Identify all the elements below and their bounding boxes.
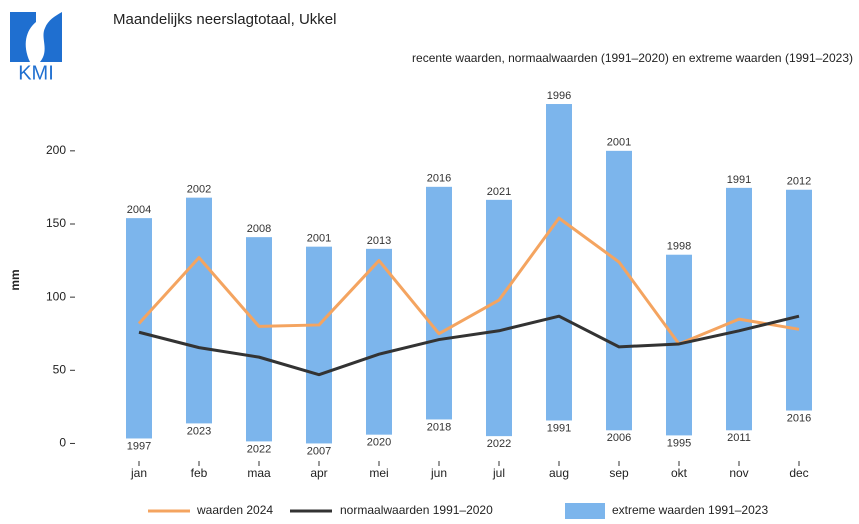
line-series	[138, 314, 800, 377]
x-tick-label: okt	[671, 466, 688, 480]
max-year-label: 2008	[247, 223, 271, 235]
y-tick-label: 150	[46, 216, 66, 230]
y-tick-label: 0	[59, 436, 66, 450]
range-bar	[786, 189, 812, 411]
x-tick-label: sep	[609, 466, 629, 480]
x-tick-label: jul	[492, 466, 505, 480]
legend-swatch	[565, 503, 605, 519]
max-year-label: 1998	[667, 241, 691, 253]
legend-label: normaalwaarden 1991–2020	[340, 503, 493, 517]
min-year-label: 2022	[487, 438, 511, 450]
x-tick-label: aug	[549, 466, 569, 480]
min-year-label: 2007	[307, 445, 331, 457]
range-bar	[606, 150, 632, 431]
y-tick-label: 50	[53, 362, 67, 376]
range-bar	[246, 237, 272, 442]
range-bar	[486, 199, 512, 437]
max-year-label: 2004	[127, 204, 151, 216]
x-tick-label: jan	[130, 466, 147, 480]
x-tick-label: maa	[247, 466, 271, 480]
chart-title: Maandelijks neerslagtotaal, Ukkel	[113, 11, 336, 28]
min-year-label: 1997	[127, 440, 151, 452]
min-year-label: 2011	[727, 432, 751, 444]
logo-shape	[10, 12, 36, 62]
range-bar	[126, 218, 152, 439]
y-axis-label: mm	[8, 269, 22, 290]
x-tick-label: apr	[310, 466, 327, 480]
range-bar	[366, 248, 392, 435]
min-year-label: 2023	[187, 425, 211, 437]
max-year-label: 2021	[487, 186, 511, 198]
max-year-label: 1991	[727, 174, 751, 186]
range-bar	[546, 104, 572, 421]
x-tick-label: mei	[369, 466, 388, 480]
max-year-label: 1996	[547, 90, 571, 102]
logo-text: KMI	[18, 62, 54, 84]
range-bar	[426, 186, 452, 420]
logo: KMI	[10, 12, 62, 84]
min-year-label: 1995	[667, 437, 691, 449]
max-year-label: 2001	[607, 137, 631, 149]
min-year-label: 1991	[547, 422, 571, 434]
legend-label: extreme waarden 1991–2023	[612, 503, 768, 517]
min-year-label: 2006	[607, 432, 631, 444]
max-year-label: 2013	[367, 235, 391, 247]
min-year-label: 2020	[367, 437, 391, 449]
chart-subtitle: recente waarden, normaalwaarden (1991–20…	[412, 51, 853, 65]
max-year-label: 2016	[427, 173, 451, 185]
logo-shape	[40, 12, 62, 62]
legend-label: waarden 2024	[196, 503, 273, 517]
range-bar	[306, 246, 332, 444]
x-tick-label: feb	[191, 466, 208, 480]
x-tick-label: nov	[729, 466, 748, 480]
range-bar	[186, 197, 212, 424]
x-tick-label: dec	[789, 466, 808, 480]
line-series	[137, 216, 800, 346]
min-year-label: 2022	[247, 443, 271, 455]
min-year-label: 2016	[787, 412, 811, 424]
min-year-label: 2018	[427, 421, 451, 433]
y-tick-label: 200	[46, 143, 66, 157]
max-year-label: 2012	[787, 176, 811, 188]
y-tick-label: 100	[46, 289, 66, 303]
range-bar	[726, 187, 752, 431]
max-year-label: 2002	[187, 184, 211, 196]
x-tick-label: jun	[430, 466, 447, 480]
max-year-label: 2001	[307, 233, 331, 245]
